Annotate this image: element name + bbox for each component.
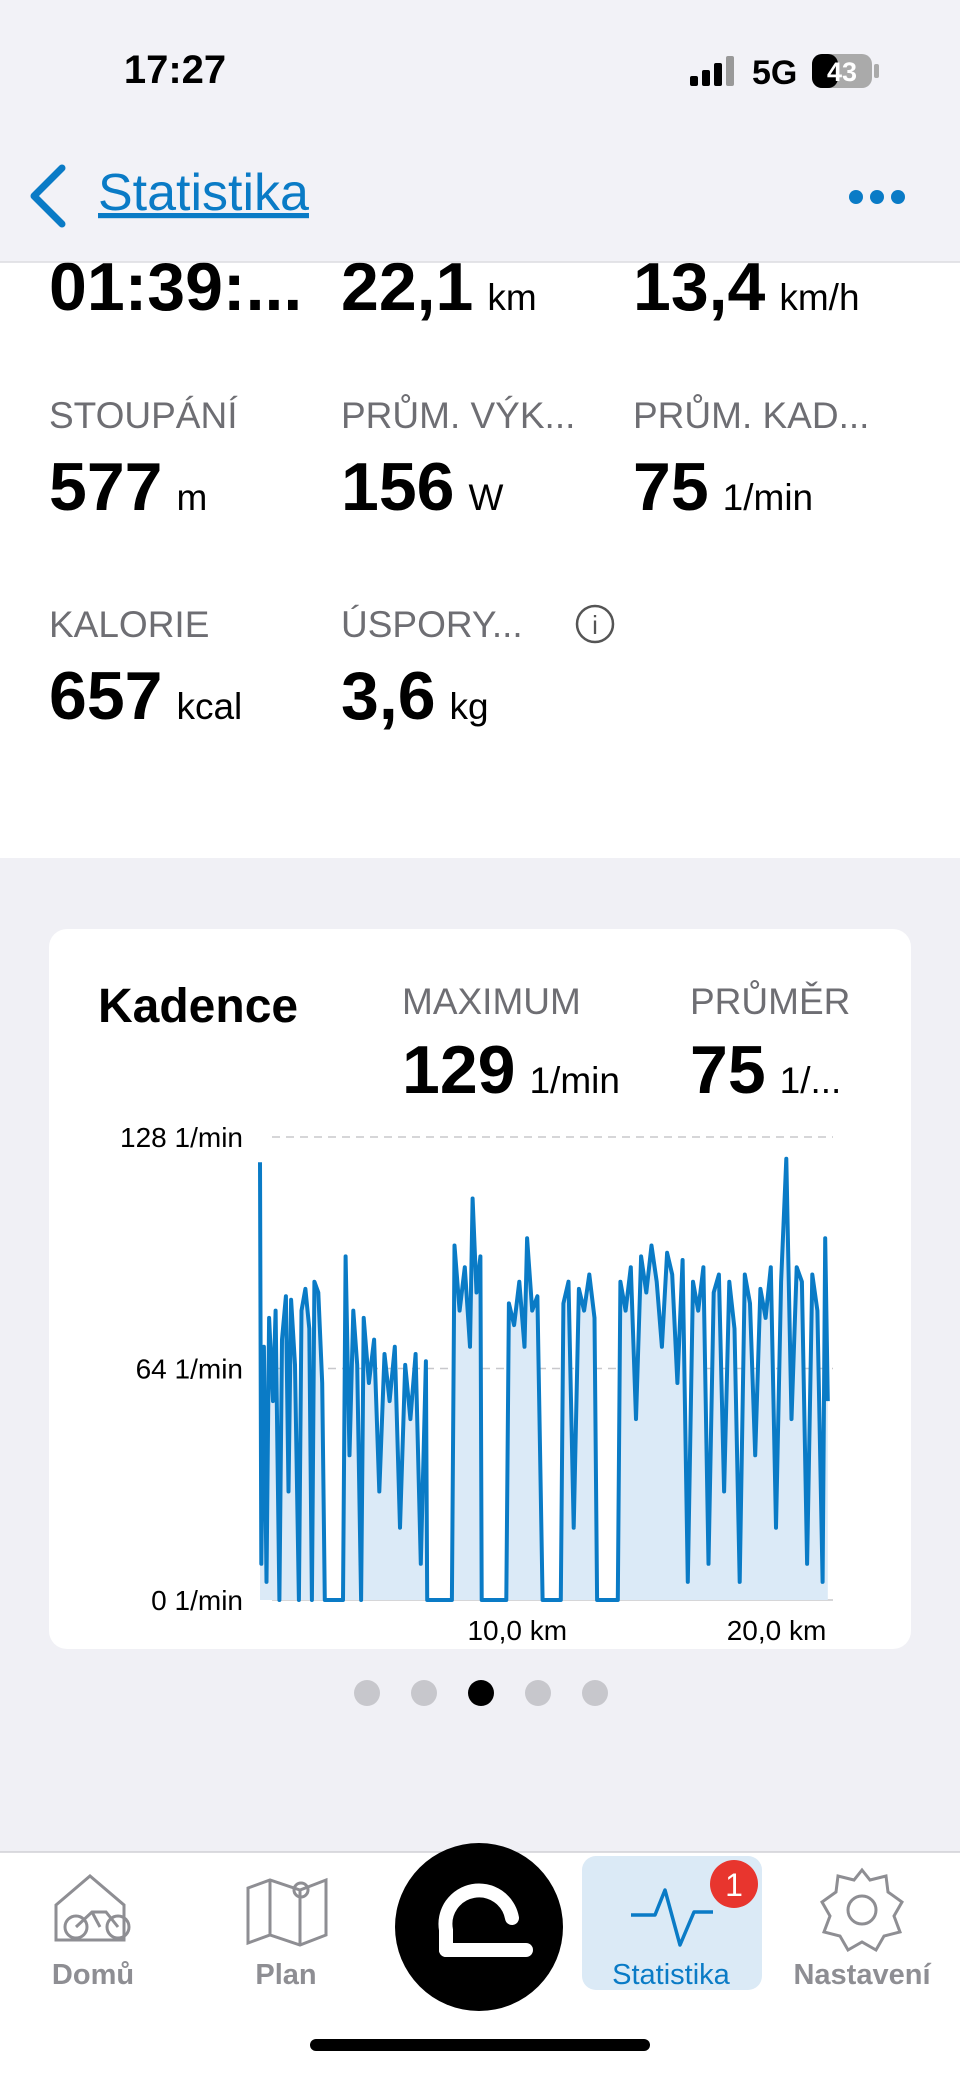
card-stats: MAXIMUM 129 1/min PRŮMĚR 75 1/... [402,980,850,1108]
record-icon [438,1883,519,1957]
battery-level [812,54,838,88]
stat-value: 577 [49,449,162,525]
y-tick-label: 64 1/min [136,1354,243,1385]
pager [354,1680,608,1706]
back-arrow[interactable] [30,164,66,228]
pager-dot[interactable] [354,1680,380,1706]
unit: 1/min [723,477,813,518]
line [258,1156,830,1602]
card-stat-value: 129 [402,1032,515,1108]
unit: kg [450,686,489,727]
stat-label: PRŮM. KAD... [633,394,869,436]
badge [710,1860,758,1908]
record-button[interactable] [395,1843,563,2011]
x-tick-label: 10,0 km [467,1615,567,1646]
unit: 1/min [529,1060,619,1101]
card-title: Kadence [98,980,298,1033]
info-icon[interactable]: i [575,604,615,644]
tab-label[interactable]: Domů [52,1959,134,1991]
stat-label: STOUPÁNÍ [49,395,238,436]
unit: km [487,277,536,318]
network: 5G [752,54,797,92]
stat-value: 75 [633,449,709,525]
tab-label[interactable]: Statistika [612,1959,731,1991]
pager-dot[interactable] [525,1680,551,1706]
y-tick-label: 128 1/min [120,1122,243,1153]
tab-label[interactable]: Nastavení [793,1959,931,1991]
battery-tip [874,64,879,78]
tabs: Domů Plan Statistika 1 Nastavení [52,1867,932,1991]
home-icon [54,1874,131,1942]
header-bar [0,0,960,262]
stat-value: 3,6 [341,658,436,734]
pager-dot[interactable] [411,1680,437,1706]
stats-section [0,262,960,858]
stat-label: PRŮM. VÝK... [341,394,575,436]
stat-value: 657 [49,658,162,734]
x-tick-label: 20,0 km [727,1615,827,1646]
unit: W [468,477,503,518]
unit: km/h [779,277,859,318]
badge-count: 1 [725,1867,743,1903]
svg-text:i: i [592,610,598,640]
home-indicator [310,2039,650,2051]
unit: 1/... [780,1060,842,1101]
signal-icon [690,56,734,86]
map-icon [246,1877,328,1947]
card-stat-label: PRŮMĚR [690,980,850,1022]
stats-icon [631,1888,713,1947]
tab-label[interactable]: Plan [255,1959,316,1991]
stat-label: ÚSPORY... [341,604,523,645]
pager-dot[interactable] [468,1680,494,1706]
unit: m [176,477,207,518]
settings-icon [820,1867,904,1953]
card-stat-value: 75 [690,1032,766,1108]
stat-label: KALORIE [49,604,209,645]
status-time: 17:27 [124,48,226,92]
card-stat-label: MAXIMUM [402,981,581,1022]
back-link[interactable]: Statistika [98,164,309,222]
y-tick-label: 0 1/min [151,1585,243,1616]
unit: kcal [176,686,242,727]
more-button[interactable] [849,190,905,204]
pager-dot[interactable] [582,1680,608,1706]
chart: 0 1/min 64 1/min 128 1/min 10,0 km 20,0 km [120,1122,833,1646]
stat-value: 156 [341,449,454,525]
battery-text: 43 [827,57,857,87]
